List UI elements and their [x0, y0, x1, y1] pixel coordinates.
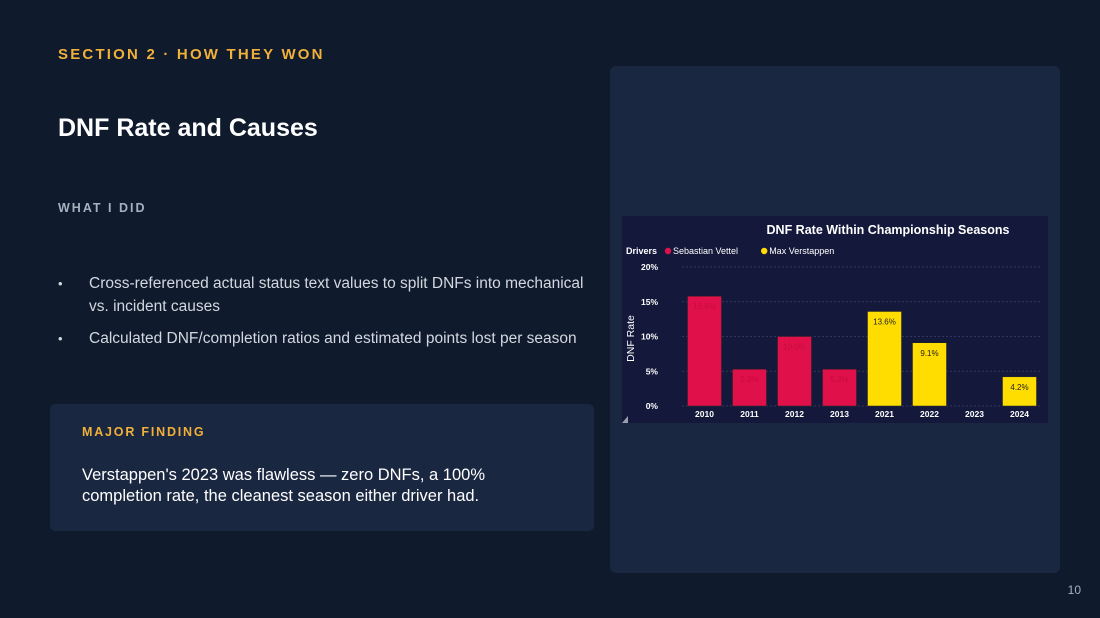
data-label-2024: 4.2%	[1010, 383, 1028, 392]
bullet-text: Calculated DNF/completion ratios and est…	[89, 330, 577, 347]
y-tick-label: 5%	[646, 366, 659, 376]
x-tick-label: 2010	[695, 409, 714, 419]
major-finding-label: MAJOR FINDING	[82, 425, 206, 439]
chart-card: DNF Rate Within Championship Seasons Driv…	[610, 66, 1060, 573]
bullet-dot-icon: •	[58, 331, 63, 346]
section-label: SECTION 2 · HOW THEY WON	[58, 46, 325, 63]
data-label-2011: 5.3%	[740, 375, 758, 384]
y-tick-label: 0%	[646, 401, 659, 411]
y-tick-label: 10%	[641, 332, 658, 342]
bullet-dot-icon: •	[58, 276, 63, 291]
data-label-2012: 10.0%	[783, 343, 806, 352]
x-tick-label: 2022	[920, 409, 939, 419]
x-tick-label: 2023	[965, 409, 984, 419]
legend-title: Drivers	[626, 246, 657, 256]
legend-marker-2	[761, 247, 768, 255]
x-tick-label: 2021	[875, 409, 894, 419]
data-label-2013: 5.3%	[830, 375, 848, 384]
bar-2024	[1002, 376, 1037, 407]
bullet-item: • Calculated DNF/completion ratios and e…	[58, 327, 598, 350]
dnf-rate-chart: DNF Rate Within Championship Seasons Driv…	[622, 223, 1042, 423]
data-label-2021: 13.6%	[873, 317, 896, 326]
y-tick-label: 20%	[641, 262, 658, 272]
bar-2011	[732, 368, 767, 407]
legend-marker-1	[664, 247, 672, 255]
x-tick-label: 2011	[740, 409, 759, 419]
major-finding-card: MAJOR FINDING Verstappen's 2023 was flaw…	[50, 404, 594, 531]
slide-title: DNF Rate and Causes	[58, 114, 318, 142]
chart-title: DNF Rate Within Championship Seasons	[767, 223, 1010, 237]
resize-corner-icon	[622, 416, 628, 423]
y-tick-label: 15%	[641, 297, 658, 307]
x-tick-label: 2012	[785, 409, 804, 419]
bullet-text: Cross-referenced actual status text valu…	[89, 275, 584, 315]
chart-panel: DNF Rate Within Championship Seasons Driv…	[622, 216, 1048, 423]
bullet-list: • Cross-referenced actual status text va…	[58, 272, 598, 359]
data-label-2010: 15.8%	[693, 302, 716, 311]
bar-2010	[687, 295, 722, 407]
bar-2021	[867, 311, 902, 407]
page-number: 10	[1067, 583, 1081, 597]
legend-label-2: Max Verstappen	[769, 246, 834, 256]
x-tick-label: 2024	[1010, 409, 1029, 419]
legend-label-1: Sebastian Vettel	[673, 246, 738, 256]
x-tick-label: 2013	[830, 409, 849, 419]
major-finding-text: Verstappen's 2023 was flawless — zero DN…	[82, 466, 486, 505]
bar-2022	[912, 342, 947, 407]
what-i-did-heading: WHAT I DID	[58, 201, 147, 215]
bar-2012	[777, 336, 812, 407]
bar-2013	[822, 368, 857, 407]
y-axis-label: DNF Rate	[625, 315, 637, 362]
bullet-item: • Cross-referenced actual status text va…	[58, 272, 598, 318]
data-label-2022: 9.1%	[920, 349, 938, 358]
